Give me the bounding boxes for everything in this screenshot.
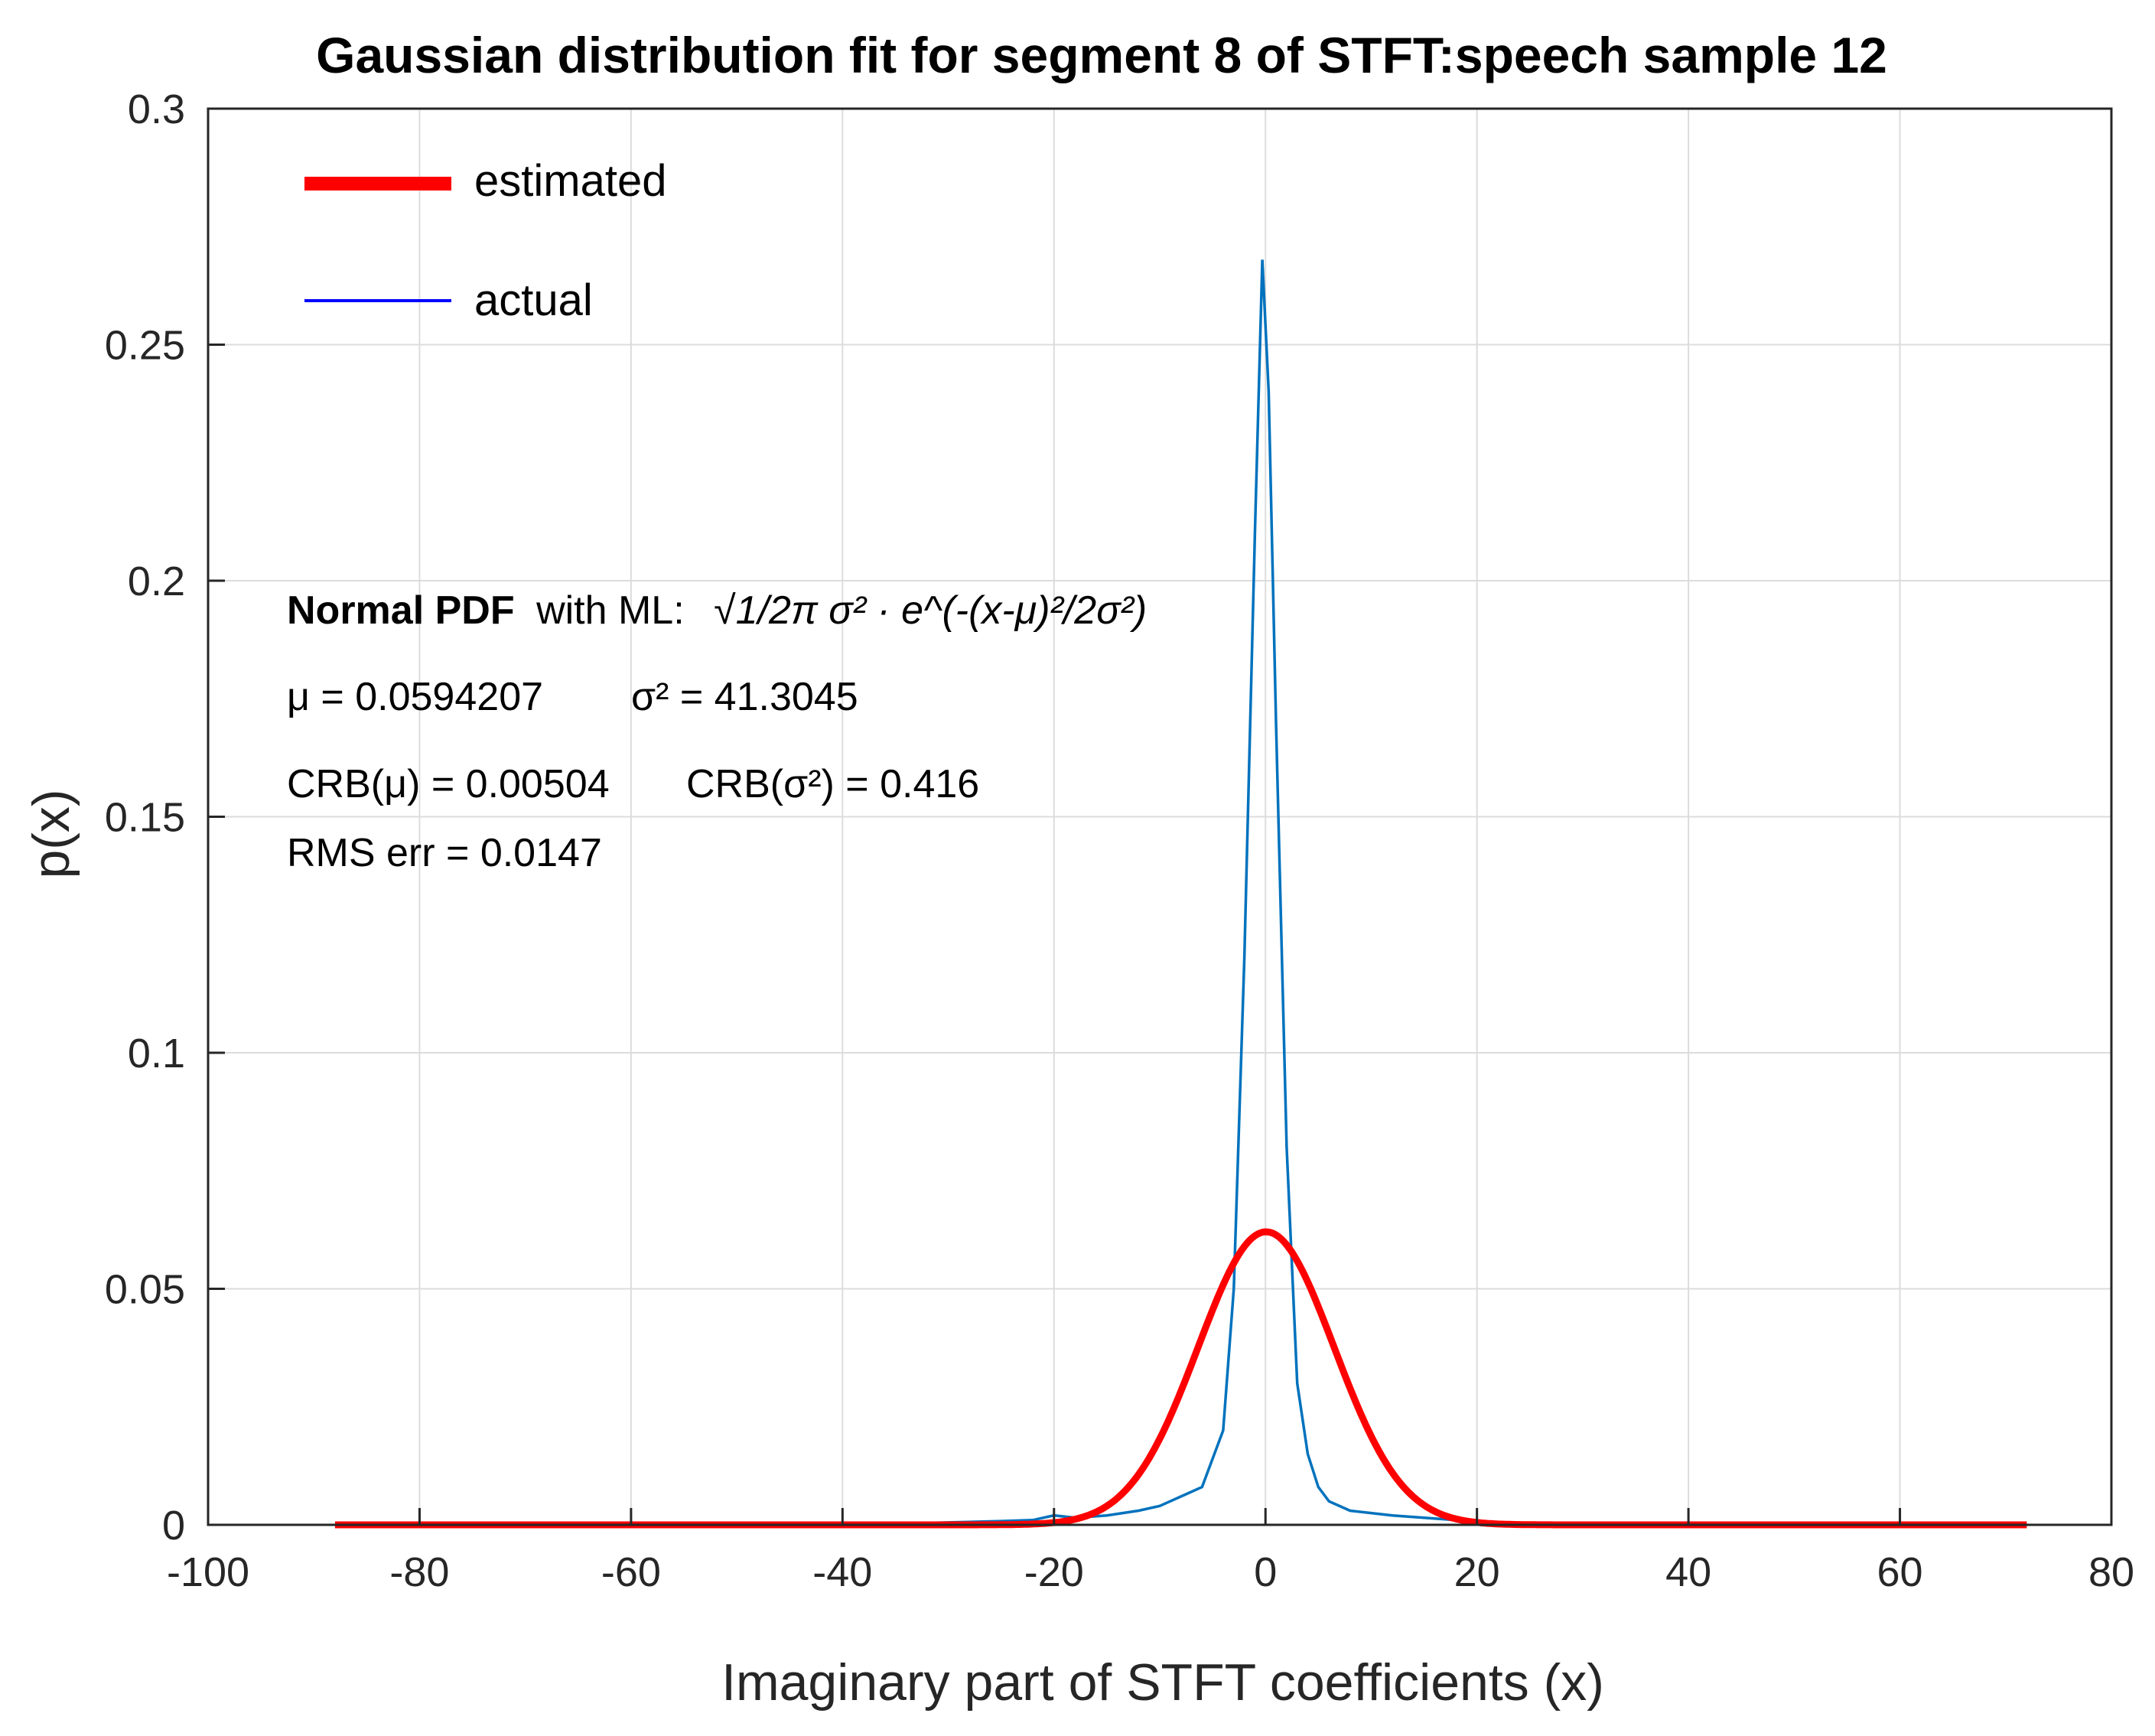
x-tick-label: 0 <box>1254 1549 1277 1595</box>
y-tick-label: 0.3 <box>128 86 185 132</box>
annotation-with-ml: with ML: <box>535 588 685 633</box>
annotation-normal-pdf: Normal PDF <box>287 588 515 633</box>
y-axis-label: p(x) <box>22 789 80 878</box>
legend: estimated actual <box>304 156 666 325</box>
annotation-formula: √1/2π σ² · e^(-(x-μ)²/2σ²) <box>714 588 1147 633</box>
annotation-crb-mu: CRB(μ) = 0.00504 <box>287 762 610 806</box>
legend-estimated-label: estimated <box>474 156 666 206</box>
x-tick-label: -20 <box>1024 1549 1084 1595</box>
legend-actual-label: actual <box>474 275 593 325</box>
x-tick-label: 80 <box>2088 1549 2134 1595</box>
x-tick-label: 60 <box>1877 1549 1923 1595</box>
chart-title: Gaussian distribution fit for segment 8 … <box>316 27 1887 83</box>
x-tick-label: 20 <box>1454 1549 1500 1595</box>
annotation-sigma: σ² = 41.3045 <box>631 675 858 719</box>
y-tick-label: 0.25 <box>105 323 185 369</box>
annotation-crb-sigma: CRB(σ²) = 0.416 <box>686 762 979 806</box>
x-tick-label: 40 <box>1665 1549 1711 1595</box>
x-tick-label: -40 <box>812 1549 872 1595</box>
annotation-rms: RMS err = 0.0147 <box>287 831 602 875</box>
y-tick-label: 0.05 <box>105 1267 185 1313</box>
x-axis-label: Imaginary part of STFT coefficients (x) <box>721 1653 1604 1712</box>
y-tick-label: 0.15 <box>105 795 185 841</box>
x-ticks: -100 -80 -60 -40 -20 0 20 40 60 80 <box>167 1508 2134 1595</box>
x-tick-label: -60 <box>601 1549 661 1595</box>
y-tick-label: 0 <box>162 1503 185 1549</box>
y-tick-label: 0.2 <box>128 559 185 604</box>
x-tick-label: -80 <box>389 1549 449 1595</box>
y-ticks: 0 0.05 0.1 0.15 0.2 0.25 0.3 <box>105 86 225 1549</box>
annotation-mu: μ = 0.0594207 <box>287 675 543 719</box>
annotation-line-1: Normal PDF with ML: √1/2π σ² · e^(-(x-μ)… <box>287 588 1147 633</box>
y-tick-label: 0.1 <box>128 1031 185 1076</box>
annotation-block: Normal PDF with ML: √1/2π σ² · e^(-(x-μ)… <box>287 588 1147 875</box>
x-tick-label: -100 <box>167 1549 249 1595</box>
